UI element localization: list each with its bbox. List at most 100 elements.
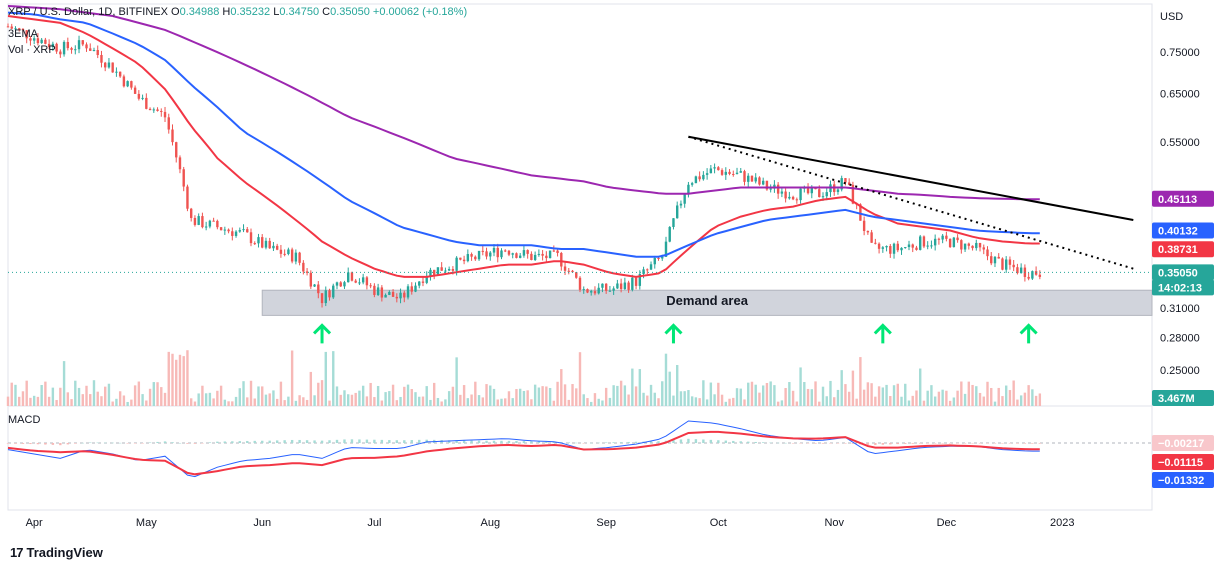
macd-hist-bar xyxy=(51,443,55,445)
volume-bar xyxy=(51,387,55,406)
macd-hist-bar xyxy=(261,440,264,443)
macd-hist-bar xyxy=(1031,443,1034,444)
candle-body xyxy=(126,81,129,87)
price-tick: 0.55000 xyxy=(1160,137,1200,149)
volume-bar xyxy=(175,359,178,406)
candle-body xyxy=(343,282,346,287)
volume-bar xyxy=(459,394,462,406)
chart-legend-symbol[interactable]: XRP / U.S. Dollar, 1D, BITFINEX O0.34988… xyxy=(8,6,467,19)
candle-body xyxy=(1016,267,1019,274)
candle-body xyxy=(982,247,985,250)
candle-body xyxy=(298,252,301,263)
candle-body xyxy=(324,290,327,304)
candle-body xyxy=(862,220,866,231)
candle-body xyxy=(376,287,380,295)
change-value: +0.00062 (+0.18%) xyxy=(372,6,468,18)
legend-indicator-volume[interactable]: Vol · XRP xyxy=(8,44,56,56)
volume-bar xyxy=(791,390,795,406)
candle-body xyxy=(963,243,967,250)
volume-bar xyxy=(754,384,757,406)
macd-hist-bar xyxy=(821,443,825,444)
volume-bar xyxy=(451,386,455,406)
volume-bar xyxy=(515,389,518,406)
volume-bar xyxy=(376,385,380,406)
legend-indicator-ema[interactable]: 3EMA xyxy=(8,28,38,40)
candle-body xyxy=(447,269,451,271)
candle-body xyxy=(317,284,320,294)
macd-hist-bar xyxy=(754,441,757,443)
candle-body xyxy=(294,252,298,262)
candle-body xyxy=(496,247,499,258)
volume-bar xyxy=(10,382,13,406)
tag-macd-hist: −0.00217 xyxy=(1158,438,1204,450)
volume-bar xyxy=(739,388,742,406)
macd-hist-bar xyxy=(791,443,795,444)
candle-body xyxy=(840,178,843,190)
tag-ema100: 0.40132 xyxy=(1158,226,1198,238)
volume-bar xyxy=(388,391,391,406)
candle-body xyxy=(350,272,354,281)
macd-hist-bar xyxy=(104,442,107,444)
candle-body xyxy=(1027,276,1030,279)
macd-hist-bar xyxy=(545,441,548,443)
candle-body xyxy=(818,189,821,198)
candle-body xyxy=(720,170,724,175)
volume-bar xyxy=(160,387,163,406)
candle-body xyxy=(601,283,604,288)
macd-hist-bar xyxy=(298,439,301,443)
macd-hist-bar xyxy=(477,440,481,443)
candle-body xyxy=(216,220,219,228)
volume-bar xyxy=(597,398,600,406)
volume-bar xyxy=(403,386,406,406)
legend-indicator-macd[interactable]: MACD xyxy=(8,414,41,426)
volume-bar xyxy=(309,371,313,406)
volume-bar xyxy=(418,396,421,406)
candle-body xyxy=(115,71,118,73)
candle-body xyxy=(530,253,533,260)
candle-body xyxy=(384,294,387,298)
volume-bar xyxy=(92,380,96,406)
candle-body xyxy=(459,257,462,260)
volume-bar xyxy=(447,391,451,406)
volume-bar xyxy=(518,388,522,406)
volume-bar xyxy=(18,396,21,406)
macd-hist-bar xyxy=(59,443,62,446)
candle-body xyxy=(59,51,62,55)
volume-bar xyxy=(186,350,189,406)
candle-body xyxy=(575,272,578,278)
tradingview-brand[interactable]: 17 TradingView xyxy=(10,545,103,560)
candle-body xyxy=(403,292,406,298)
candle-body xyxy=(631,277,634,290)
volume-bar xyxy=(223,399,227,406)
time-tick: Jun xyxy=(253,517,271,529)
volume-bar xyxy=(545,386,548,406)
candle-body xyxy=(646,269,649,271)
tag-macd-line-bg xyxy=(1152,472,1214,488)
volume-bar xyxy=(560,369,563,406)
candle-body xyxy=(332,285,335,298)
volume-bar xyxy=(623,385,627,406)
volume-bar xyxy=(948,400,952,406)
ohlc-close-value: 0.35050 xyxy=(330,6,370,18)
candle-body xyxy=(44,39,47,44)
volume-bar xyxy=(627,394,630,406)
macd-hist-bar xyxy=(500,440,503,443)
candle-body xyxy=(518,255,522,258)
candle-body xyxy=(462,259,466,262)
macd-hist-bar xyxy=(649,441,653,443)
candle-body xyxy=(679,203,683,206)
candle-body xyxy=(522,250,526,256)
candle-body xyxy=(919,236,922,250)
candle-body xyxy=(541,253,544,256)
trendlines[interactable] xyxy=(8,135,1152,273)
candle-body xyxy=(485,251,488,257)
volume-bar xyxy=(582,394,585,406)
ema-line-3ema-50 xyxy=(7,15,1040,278)
volume-bar xyxy=(81,394,84,406)
macd-hist-bar xyxy=(761,442,765,443)
volume-bar xyxy=(171,353,174,406)
volume-bar xyxy=(1008,390,1012,406)
macd-hist-bar xyxy=(814,443,817,444)
volume-bar xyxy=(6,396,10,406)
